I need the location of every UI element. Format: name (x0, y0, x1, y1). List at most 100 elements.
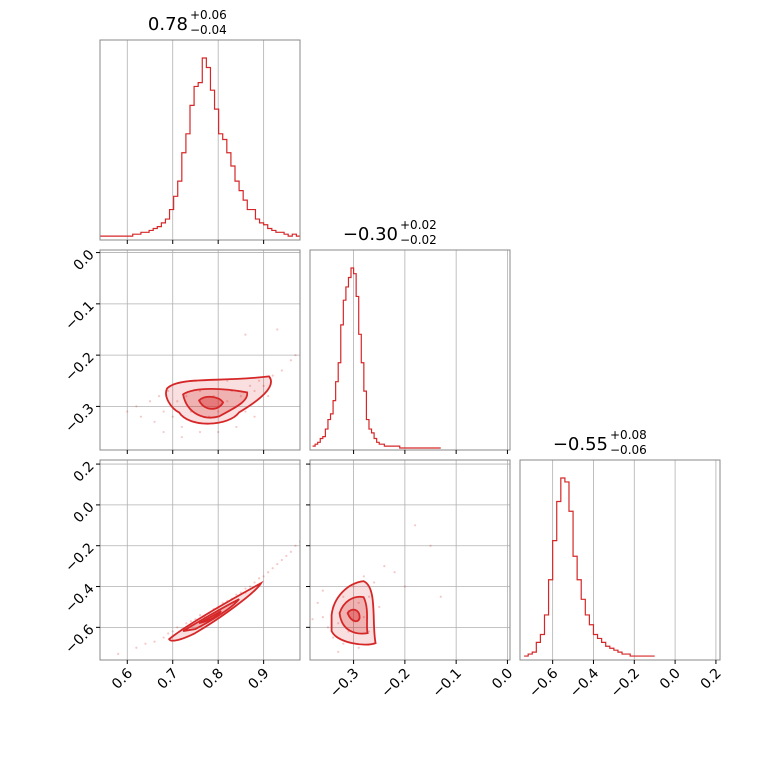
sample-point (337, 622, 340, 625)
panel-border (99, 459, 301, 661)
panel-title-plus: +0.06 (190, 8, 227, 22)
sample-point (337, 650, 340, 653)
sample-point (378, 605, 381, 609)
sample-point (403, 585, 406, 588)
sample-point (248, 384, 252, 387)
sample-point (167, 632, 170, 635)
y-tick-label: −0.1 (62, 298, 97, 333)
density-contour (182, 388, 248, 419)
density-contour (198, 610, 222, 625)
sample-point (253, 415, 256, 418)
sample-point (176, 626, 179, 629)
sample-point (244, 333, 247, 336)
sample-point (362, 575, 365, 578)
sample-point (171, 630, 174, 633)
x-tick-label: −0.1 (430, 666, 465, 701)
sample-point (331, 636, 335, 639)
sample-point (162, 430, 165, 434)
sample-point (342, 595, 345, 598)
sample-point (217, 410, 220, 413)
x-tick-label: −0.2 (378, 666, 413, 701)
y-tick-label: −0.2 (62, 349, 97, 384)
sample-point (189, 620, 193, 623)
sample-point (162, 410, 165, 413)
x-tick-label: 0.8 (200, 666, 227, 693)
x-tick-label: 0.9 (245, 666, 272, 693)
sample-point (162, 636, 165, 639)
sample-point (367, 595, 371, 598)
sample-point (226, 400, 229, 403)
sample-point (326, 626, 330, 629)
histogram-step-line (100, 57, 301, 237)
x-tick-label: 0.6 (109, 665, 136, 692)
x-tick-label: −0.4 (567, 665, 602, 700)
sample-point (153, 640, 156, 643)
sample-point (262, 384, 265, 387)
sample-point (276, 328, 279, 331)
scatter-panel-0-1: 0.0 −0.1 −0.2 −0.3 (62, 247, 301, 454)
sample-point (257, 379, 261, 382)
sample-point (357, 646, 360, 649)
x-tick-label: 0.0 (489, 666, 516, 693)
sample-point (257, 577, 261, 580)
panel-title-minus: −0.06 (610, 443, 647, 457)
panel-title-plus: +0.08 (610, 428, 647, 442)
panel-title-main: −0.30 (343, 224, 398, 245)
panel-title-minus: −0.04 (190, 23, 227, 37)
sample-point (267, 571, 270, 574)
y-tick-label: −0.2 (62, 540, 97, 575)
sample-point (362, 616, 365, 619)
sample-point (239, 395, 243, 398)
sample-point (311, 618, 314, 621)
density-contour (197, 395, 225, 410)
sample-point (126, 410, 129, 413)
sample-point (248, 585, 252, 588)
panel-border (309, 459, 511, 661)
y-tick-label: −0.3 (62, 401, 97, 436)
sample-point (144, 642, 147, 645)
y-tick-label: 0.0 (71, 499, 98, 526)
sample-point (321, 616, 324, 619)
scatter-area (117, 540, 300, 655)
sample-point (235, 593, 238, 596)
sample-point (267, 395, 270, 398)
sample-point (276, 562, 279, 566)
sample-point (271, 567, 274, 570)
sample-point (429, 544, 432, 547)
sample-point (352, 585, 355, 588)
x-tick-label: −0.6 (526, 665, 561, 700)
sample-point (271, 374, 274, 377)
sample-point (148, 400, 152, 403)
sample-point (198, 389, 202, 393)
sample-point (289, 550, 293, 553)
sample-point (139, 415, 143, 418)
sample-point (414, 524, 417, 527)
scatter-area (126, 328, 297, 439)
panel-title-plus: +0.02 (400, 218, 437, 232)
y-tick-label: 0.0 (71, 247, 98, 274)
sample-point (185, 622, 188, 625)
scatter-area (311, 524, 442, 653)
sample-point (153, 420, 156, 423)
sample-point (198, 614, 202, 617)
sample-point (135, 646, 138, 649)
scatter-panel-0-2: 0.6 0.7 0.8 0.9 0.2 0.0 −0.2 −0.4 −0.6 (62, 458, 301, 693)
density-contour (330, 580, 377, 646)
panel-title-main: −0.55 (553, 434, 608, 455)
sample-point (244, 410, 247, 413)
y-tick-label: −0.6 (62, 622, 97, 657)
sample-point (167, 389, 170, 393)
sample-point (280, 558, 283, 562)
scatter-panel-1-2: −0.3 −0.2 −0.1 0.0 (306, 459, 516, 701)
panel-title-minus: −0.02 (400, 233, 437, 247)
sample-point (439, 595, 442, 598)
density-contour (338, 595, 369, 635)
sample-point (294, 354, 297, 357)
y-tick-label: −0.4 (62, 581, 97, 616)
sample-point (185, 395, 188, 398)
panel-border (99, 249, 301, 451)
histogram-panel-1: −0.30 +0.02−0.02 (309, 218, 511, 454)
panel-border (309, 249, 511, 451)
x-tick-label: 0.2 (698, 666, 725, 693)
panel-border (99, 39, 301, 241)
